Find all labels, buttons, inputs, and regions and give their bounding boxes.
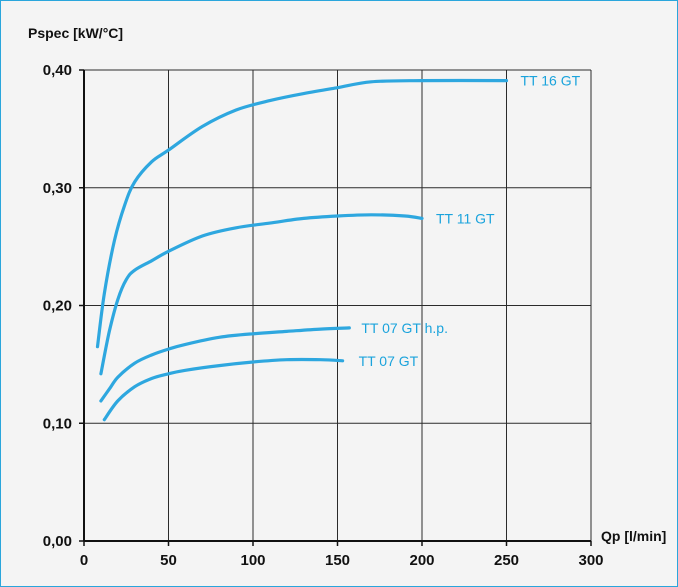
y-tick-label: 0,20	[43, 298, 72, 315]
y-tick-label: 0,30	[43, 180, 72, 197]
series-line-tt-07-gt	[102, 357, 345, 422]
series-label-tt-11-gt: TT 11 GT	[436, 210, 495, 226]
y-tick-label: 0,00	[43, 533, 72, 550]
series-line-tt-16-gt	[95, 78, 509, 349]
x-tick-label: 200	[409, 552, 434, 569]
y-tick-labels: 0,00 0,10 0,20 0,30 0,40	[43, 62, 72, 550]
series-label-tt-16-gt: TT 16 GT	[521, 73, 581, 89]
grid-lines	[84, 69, 592, 541]
series-line-tt-11-gt	[99, 213, 424, 376]
x-tick-label: 50	[160, 552, 177, 569]
y-axis-title: Pspec [kW/°C]	[28, 25, 123, 41]
y-tick-label: 0,10	[43, 415, 72, 432]
x-tick-labels: 0 50 100 150 200 250 300	[80, 552, 604, 569]
y-tick-label: 0,40	[43, 62, 72, 79]
axes	[79, 69, 592, 546]
x-tick-label: 250	[494, 552, 519, 569]
series-labels: TT 16 GT TT 11 GT TT 07 GT h.p. TT 07 GT	[359, 73, 581, 369]
series-line-tt-07-gt-h-p	[99, 326, 351, 403]
x-tick-label: 0	[80, 552, 88, 569]
x-tick-label: 150	[325, 552, 350, 569]
series-label-tt-07-gt-h-p: TT 07 GT h.p.	[361, 320, 448, 336]
series-lines	[95, 78, 509, 422]
series-label-tt-07-gt: TT 07 GT	[359, 353, 419, 369]
x-tick-label: 300	[578, 552, 603, 569]
x-axis-title: Qp [l/min]	[601, 528, 666, 544]
x-tick-label: 100	[240, 552, 265, 569]
